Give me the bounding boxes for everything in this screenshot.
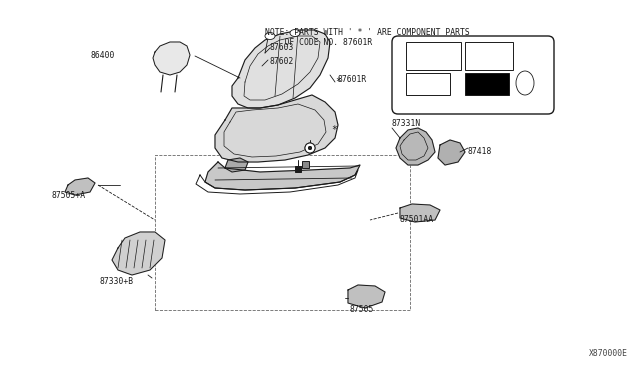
Text: *: * [335, 77, 341, 87]
Bar [295, 166, 301, 172]
Text: OF CODE NO. 87601R: OF CODE NO. 87601R [265, 38, 372, 47]
Text: 87602: 87602 [270, 58, 294, 67]
Text: 87505+A: 87505+A [52, 190, 86, 199]
Text: 87330+B: 87330+B [100, 278, 134, 286]
Text: 87418: 87418 [468, 148, 492, 157]
Polygon shape [400, 204, 440, 222]
Text: X870000E: X870000E [589, 349, 628, 358]
Text: 87331N: 87331N [392, 119, 421, 128]
Polygon shape [232, 30, 330, 108]
Polygon shape [65, 178, 95, 195]
Polygon shape [348, 285, 385, 308]
Text: 87505: 87505 [350, 305, 374, 314]
FancyBboxPatch shape [392, 36, 554, 114]
Text: NOTE: PARTS WITH ' * ' ARE COMPONENT PARTS: NOTE: PARTS WITH ' * ' ARE COMPONENT PAR… [265, 28, 470, 37]
Bar [406, 42, 461, 70]
Bar [465, 73, 509, 95]
Bar [465, 42, 513, 70]
Polygon shape [205, 162, 360, 190]
Polygon shape [396, 128, 435, 165]
Polygon shape [112, 232, 165, 275]
Polygon shape [153, 42, 190, 75]
Polygon shape [225, 158, 248, 172]
Text: 86400: 86400 [91, 51, 115, 61]
Bar [302, 161, 309, 168]
Circle shape [308, 146, 312, 150]
Text: 87601R: 87601R [337, 76, 366, 84]
Polygon shape [438, 140, 465, 165]
Text: 87603: 87603 [270, 44, 294, 52]
Text: *: * [331, 125, 337, 135]
Bar [406, 73, 450, 95]
Bar [155, 155, 410, 310]
Circle shape [305, 143, 315, 153]
Ellipse shape [265, 32, 275, 39]
Circle shape [305, 143, 315, 153]
Text: 87501AA: 87501AA [400, 215, 434, 224]
Polygon shape [215, 95, 338, 162]
Ellipse shape [516, 71, 534, 95]
Ellipse shape [290, 29, 300, 36]
Circle shape [308, 146, 312, 150]
